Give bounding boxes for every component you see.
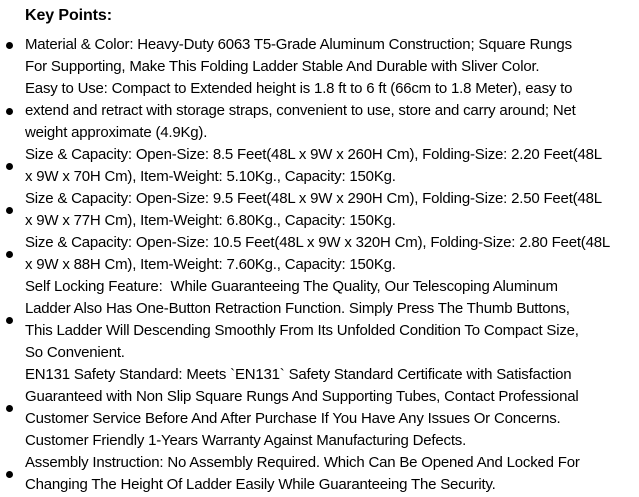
list-item-text: Self Locking Feature: While Guaranteeing… bbox=[25, 276, 635, 364]
list-item-text: Assembly Instruction: No Assembly Requir… bbox=[25, 452, 635, 496]
text-line: Customer Service Before And After Purcha… bbox=[25, 410, 561, 427]
bullet-column bbox=[5, 34, 25, 78]
bullet-column bbox=[5, 232, 25, 276]
list-item-text: EN131 Safety Standard: Meets `EN131` Saf… bbox=[25, 364, 635, 452]
bullet-column bbox=[5, 364, 25, 452]
text-line: Guaranteed with Non Slip Square Rungs An… bbox=[25, 388, 579, 405]
list-item: Size & Capacity: Open-Size: 10.5 Feet(48… bbox=[5, 232, 635, 276]
bullet-column bbox=[5, 78, 25, 144]
list-item: Assembly Instruction: No Assembly Requir… bbox=[5, 452, 635, 496]
bullet-icon bbox=[6, 162, 13, 170]
text-line: Assembly Instruction: No Assembly Requir… bbox=[25, 454, 580, 471]
text-line: Customer Friendly 1-Years Warranty Again… bbox=[25, 432, 467, 449]
bullet-column bbox=[5, 188, 25, 232]
text-line: extend and retract with storage straps, … bbox=[25, 102, 576, 119]
list-item: Self Locking Feature: While Guaranteeing… bbox=[5, 276, 635, 364]
text-line: So Convenient. bbox=[25, 344, 125, 361]
text-line: Material & Color: Heavy-Duty 6063 T5-Gra… bbox=[25, 36, 572, 53]
list-item: Size & Capacity: Open-Size: 9.5 Feet(48L… bbox=[5, 188, 635, 232]
bullet-icon bbox=[6, 206, 13, 214]
text-line: EN131 Safety Standard: Meets `EN131` Saf… bbox=[25, 366, 572, 383]
list-item: Easy to Use: Compact to Extended height … bbox=[5, 78, 635, 144]
list-item: Material & Color: Heavy-Duty 6063 T5-Gra… bbox=[5, 34, 635, 78]
list-item-text: Size & Capacity: Open-Size: 9.5 Feet(48L… bbox=[25, 188, 635, 232]
text-line: This Ladder Will Descending Smoothly Fro… bbox=[25, 322, 579, 339]
bullet-icon bbox=[6, 316, 13, 324]
list-item-text: Easy to Use: Compact to Extended height … bbox=[25, 78, 635, 144]
page-title: Key Points: bbox=[25, 7, 112, 24]
bullet-icon bbox=[6, 107, 13, 115]
text-line: Size & Capacity: Open-Size: 8.5 Feet(48L… bbox=[25, 146, 602, 163]
text-line: Self Locking Feature: While Guaranteeing… bbox=[25, 278, 558, 295]
bullet-icon bbox=[6, 470, 13, 478]
key-points-list: Material & Color: Heavy-Duty 6063 T5-Gra… bbox=[5, 34, 635, 496]
text-line: Easy to Use: Compact to Extended height … bbox=[25, 80, 573, 97]
bullet-icon bbox=[6, 404, 13, 412]
text-line: Size & Capacity: Open-Size: 9.5 Feet(48L… bbox=[25, 190, 602, 207]
bullet-column bbox=[5, 144, 25, 188]
list-item: EN131 Safety Standard: Meets `EN131` Saf… bbox=[5, 364, 635, 452]
text-line: Ladder Also Has One-Button Retraction Fu… bbox=[25, 300, 570, 317]
text-line: x 9W x 88H Cm), Item-Weight: 7.60Kg., Ca… bbox=[25, 256, 396, 273]
bullet-icon bbox=[6, 41, 13, 49]
text-line: For Supporting, Make This Folding Ladder… bbox=[25, 58, 540, 75]
bullet-icon bbox=[6, 250, 13, 258]
list-item: Size & Capacity: Open-Size: 8.5 Feet(48L… bbox=[5, 144, 635, 188]
text-line: x 9W x 70H Cm), Item-Weight: 5.10Kg., Ca… bbox=[25, 168, 396, 185]
bullet-column bbox=[5, 452, 25, 496]
text-line: x 9W x 77H Cm), Item-Weight: 6.80Kg., Ca… bbox=[25, 212, 396, 229]
text-line: weight approximate (4.9Kg). bbox=[25, 124, 208, 141]
bullet-column bbox=[5, 276, 25, 364]
list-item-text: Size & Capacity: Open-Size: 8.5 Feet(48L… bbox=[25, 144, 635, 188]
text-line: Changing The Height Of Ladder Easily Whi… bbox=[25, 476, 496, 493]
list-item-text: Size & Capacity: Open-Size: 10.5 Feet(48… bbox=[25, 232, 635, 276]
list-item-text: Material & Color: Heavy-Duty 6063 T5-Gra… bbox=[25, 34, 635, 78]
text-line: Size & Capacity: Open-Size: 10.5 Feet(48… bbox=[25, 234, 611, 251]
